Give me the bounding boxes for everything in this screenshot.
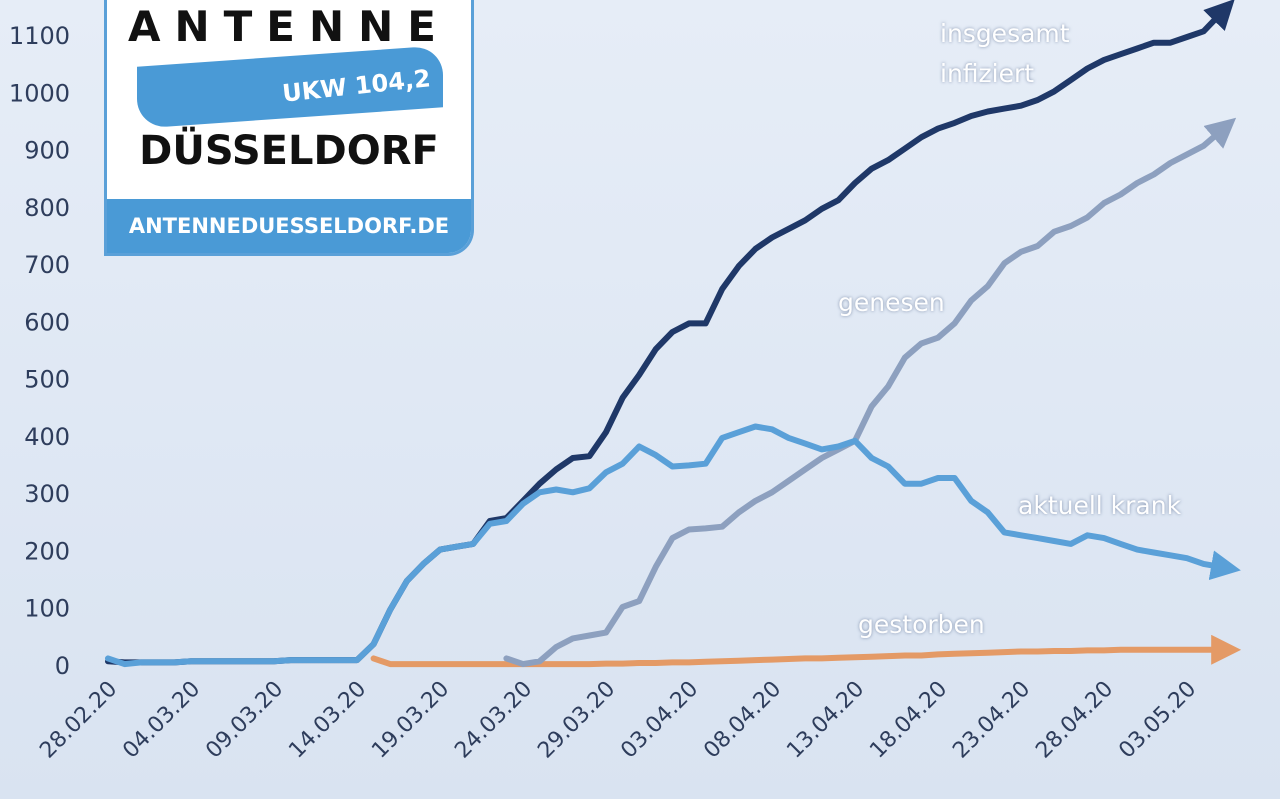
y-tick-label: 100 [24, 595, 70, 623]
x-tick-label: 04.03.20 [118, 677, 205, 764]
x-tick-label: 28.04.20 [1031, 677, 1118, 764]
logo-url: ANTENNEDUESSELDORF.DE [107, 199, 471, 253]
x-tick-label: 23.04.20 [948, 677, 1035, 764]
series-line [370, 634, 1242, 668]
y-tick-label: 200 [24, 537, 70, 565]
x-tick-label: 14.03.20 [284, 677, 371, 764]
y-tick-label: 500 [24, 366, 70, 394]
series-label: gestorben [858, 610, 985, 639]
x-tick-label: 08.04.20 [699, 677, 786, 764]
y-tick-label: 300 [24, 480, 70, 508]
series-label: insgesamt infiziert [940, 19, 1070, 88]
y-tick-label: 0 [55, 652, 70, 680]
x-tick-label: 19.03.20 [367, 677, 454, 764]
logo: ANTENNE UKW 104,2 DÜSSELDORF ANTENNEDUES… [104, 0, 474, 256]
logo-top: ANTENNE [128, 2, 450, 51]
x-tick-label: 03.05.20 [1114, 677, 1201, 764]
x-tick-label: 28.02.20 [35, 677, 122, 764]
series-line [105, 423, 1241, 668]
series-label: genesen [838, 288, 945, 317]
x-tick-label: 24.03.20 [450, 677, 537, 764]
logo-city: DÜSSELDORF [139, 128, 439, 174]
y-tick-label: 600 [24, 308, 70, 336]
x-tick-label: 09.03.20 [201, 677, 288, 764]
x-tick-label: 29.03.20 [533, 677, 620, 764]
y-tick-label: 800 [24, 194, 70, 222]
y-tick-label: 400 [24, 423, 70, 451]
y-tick-label: 1000 [9, 79, 70, 107]
series-label: aktuell krank [1018, 491, 1182, 520]
y-tick-label: 700 [24, 251, 70, 279]
x-tick-label: 03.04.20 [616, 677, 703, 764]
y-tick-label: 1100 [9, 22, 70, 50]
series-line [503, 117, 1237, 668]
x-tick-label: 18.04.20 [865, 677, 952, 764]
x-tick-label: 13.04.20 [782, 677, 869, 764]
y-tick-label: 900 [24, 137, 70, 165]
